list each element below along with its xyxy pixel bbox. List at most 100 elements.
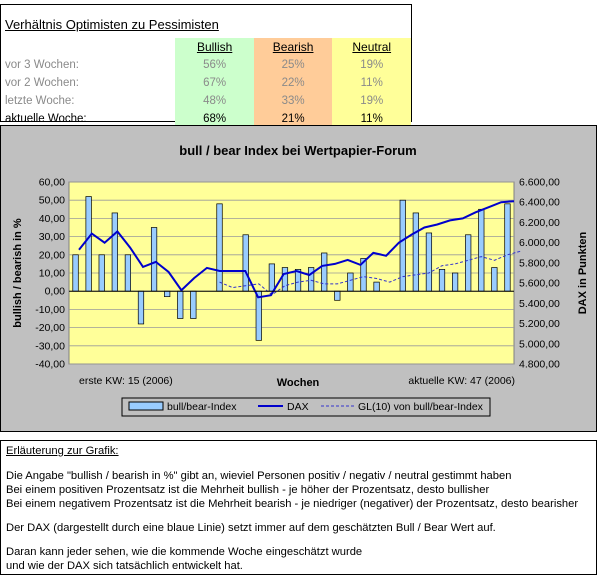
y2-tick-label: 6.000,00	[519, 237, 560, 249]
y-tick-label: 60,00	[39, 177, 65, 189]
y2-tick-label: 6.400,00	[519, 197, 560, 209]
bars	[72, 196, 511, 341]
cell-neutral: 19%	[332, 56, 411, 74]
cell-neutral: 11%	[332, 110, 411, 128]
legend-frame	[121, 397, 491, 417]
bar	[425, 232, 433, 292]
row-label: vor 3 Wochen:	[5, 59, 79, 71]
row-label: aktuelle Woche:	[5, 113, 87, 125]
y2-tick-label: 5.000,00	[519, 338, 560, 350]
y2-tick-label: 5.200,00	[519, 318, 560, 330]
y2-tick-label: 4.800,00	[519, 359, 560, 371]
legend: bull/bear-Index DAX GL(10) von bull/bear…	[121, 397, 491, 417]
ratio-title: Verhältnis Optimisten zu Pessimisten	[5, 17, 219, 32]
y-axis-ticks: 60,00 50,00 40,00 30,00 20,00 10,00 0,00 -10,00…	[35, 177, 65, 371]
y-tick-label: -40,00	[35, 359, 65, 371]
bar	[321, 252, 328, 292]
legend-dax-label: DAX	[287, 401, 309, 413]
bar	[504, 203, 511, 292]
cell-bearish: 25%	[253, 56, 333, 74]
bar	[308, 267, 315, 292]
bar	[465, 234, 472, 292]
y-tick-label: -20,00	[35, 322, 65, 334]
bar	[347, 272, 354, 292]
y-tick-label: 10,00	[39, 268, 65, 280]
ratio-row-current: aktuelle Woche: 68% 21% 11%	[1, 110, 411, 128]
bar	[334, 290, 341, 301]
bar	[216, 203, 223, 292]
bull-bear-chart: bull / bear Index bei Wertpapier-Forum 6…	[12, 143, 589, 417]
dax-line	[78, 200, 515, 299]
explanation-line: Der DAX (dargestellt durch eine blaue Li…	[6, 522, 496, 534]
y-tick-label: 0,00	[45, 286, 66, 298]
legend-gl-label: GL(10) von bull/bear-Index	[358, 401, 484, 413]
explanation-line: und wie der DAX sich tatsächlich entwick…	[6, 560, 243, 572]
cell-bullish: 67%	[175, 74, 254, 92]
bar	[190, 290, 197, 319]
bar	[412, 212, 419, 292]
ratio-row: vor 3 Wochen: 56% 25% 19%	[1, 56, 411, 74]
y-tick-label: 50,00	[39, 195, 65, 207]
y-tick-label: 20,00	[39, 249, 65, 261]
y2-tick-label: 6.600,00	[519, 177, 560, 189]
bar	[491, 267, 498, 292]
y-tick-label: 40,00	[39, 213, 65, 225]
header-neutral: Neutral	[332, 38, 411, 56]
explanation-panel: Erläuterung zur Grafik: Die Angabe "bull…	[0, 440, 597, 575]
y2-tick-label: 5.400,00	[519, 298, 560, 310]
x-end-label: aktuelle KW: 47 (2006)	[408, 375, 515, 387]
explanation-line: Bei einem negativem Prozentsatz ist die …	[6, 498, 579, 510]
legend-bar-label: bull/bear-Index	[167, 401, 237, 413]
legend-bar-swatch	[128, 401, 164, 411]
bar	[150, 227, 158, 292]
bar	[98, 254, 105, 292]
y-axis-label: bullish / bearish in %	[12, 218, 24, 328]
x-axis-label: Wochen	[277, 377, 320, 389]
header-bearish: Bearish	[253, 38, 333, 56]
cell-bearish: 33%	[253, 92, 333, 110]
bar	[177, 290, 184, 319]
bar	[242, 234, 249, 292]
bar	[438, 269, 446, 292]
bar	[452, 272, 459, 292]
gl10-line	[219, 250, 521, 296]
bar	[111, 212, 118, 292]
cell-bullish: 68%	[175, 110, 254, 128]
bar	[399, 199, 406, 292]
bar	[268, 263, 275, 292]
ratio-table: Bullish Bearish Neutral vor 3 Wochen: 56…	[1, 38, 411, 128]
bar	[72, 254, 79, 292]
y2-axis-ticks: 6.600,00 6.400,00 6.200,00 6.000,00 5.800,00…	[519, 177, 560, 371]
row-label: vor 2 Wochen:	[5, 77, 79, 89]
cell-bullish: 48%	[175, 92, 254, 110]
y-tick-label: 30,00	[39, 231, 65, 243]
cell-bullish: 56%	[175, 56, 254, 74]
cell-neutral: 11%	[332, 74, 411, 92]
bar	[255, 290, 262, 341]
cell-bearish: 21%	[253, 110, 333, 128]
y2-tick-label: 5.800,00	[519, 257, 560, 269]
bar	[137, 290, 145, 325]
y-tick-label: -30,00	[35, 340, 65, 352]
bar	[124, 254, 131, 292]
ratio-row: vor 2 Wochen: 67% 22% 11%	[1, 74, 411, 92]
bar	[85, 196, 92, 292]
explanation-line: Die Angabe "bullish / bearish in %" gibt…	[6, 470, 512, 482]
ratio-header-row: Bullish Bearish Neutral	[1, 38, 411, 56]
header-bullish: Bullish	[175, 38, 254, 56]
x-start-label: erste KW: 15 (2006)	[79, 375, 173, 387]
explanation-line: Bei einem positiven Prozentsatz ist die …	[6, 484, 490, 496]
ratio-row: letzte Woche: 48% 33% 19%	[1, 92, 411, 110]
chart-panel: bull / bear Index bei Wertpapier-Forum 6…	[0, 125, 597, 432]
y2-tick-label: 6.200,00	[519, 217, 560, 229]
explanation-title: Erläuterung zur Grafik:	[6, 445, 119, 457]
ratio-panel: Verhältnis Optimisten zu Pessimisten Bul…	[0, 4, 412, 128]
explanation-line: Daran kann jeder sehen, wie die kommende…	[6, 546, 363, 558]
bar	[478, 208, 485, 292]
bar	[373, 281, 380, 292]
y-tick-label: -10,00	[35, 304, 65, 316]
chart-title: bull / bear Index bei Wertpapier-Forum	[179, 143, 416, 158]
bar	[164, 290, 171, 298]
row-label: letzte Woche:	[5, 95, 75, 107]
y2-tick-label: 5.600,00	[519, 278, 560, 290]
